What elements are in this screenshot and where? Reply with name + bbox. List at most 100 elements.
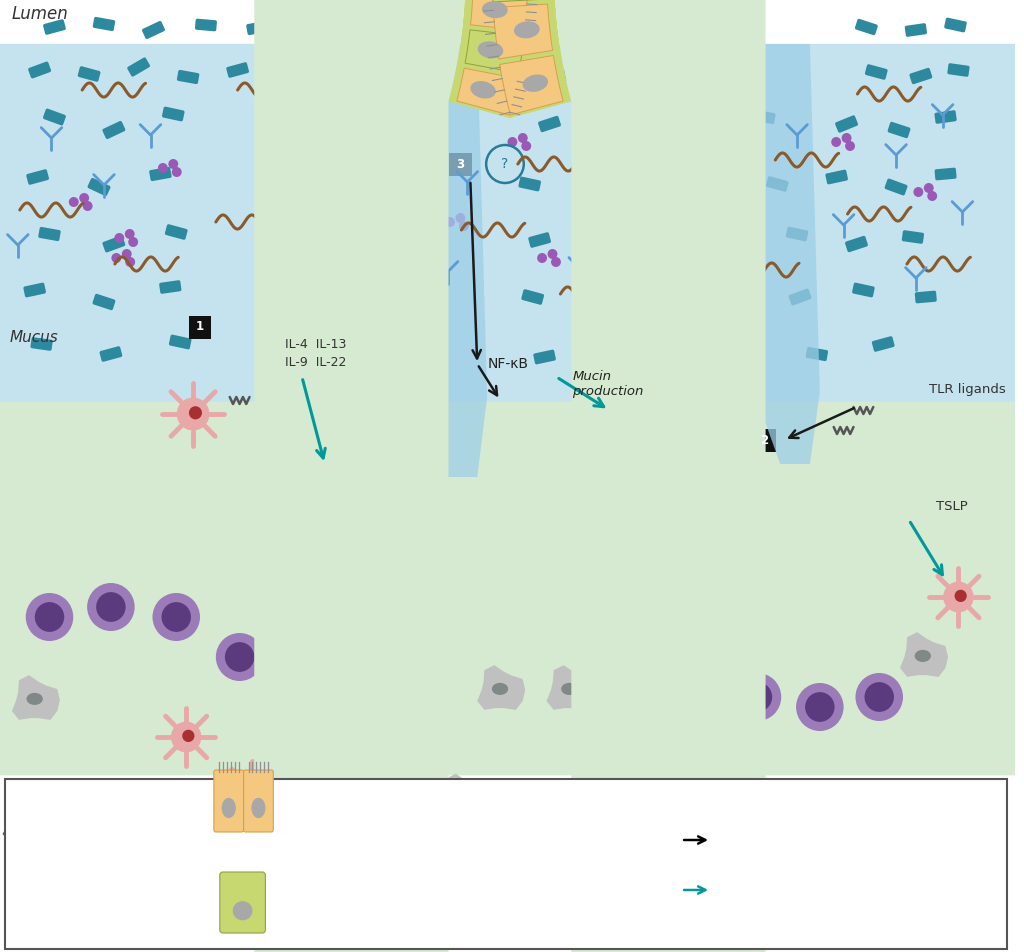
FancyBboxPatch shape xyxy=(127,57,151,77)
FancyBboxPatch shape xyxy=(43,19,66,35)
Circle shape xyxy=(518,133,527,143)
Ellipse shape xyxy=(274,610,291,622)
Ellipse shape xyxy=(482,1,508,18)
FancyBboxPatch shape xyxy=(865,64,888,80)
Circle shape xyxy=(449,888,472,912)
Text: NF-κB: NF-κB xyxy=(487,357,528,371)
FancyBboxPatch shape xyxy=(12,789,32,799)
Polygon shape xyxy=(900,632,948,677)
Ellipse shape xyxy=(454,788,467,798)
Text: IgA: IgA xyxy=(42,865,61,879)
Circle shape xyxy=(796,683,844,731)
Circle shape xyxy=(324,204,333,214)
Circle shape xyxy=(112,253,121,263)
FancyBboxPatch shape xyxy=(588,283,610,297)
FancyBboxPatch shape xyxy=(99,347,122,362)
FancyBboxPatch shape xyxy=(617,22,640,36)
Circle shape xyxy=(87,583,135,631)
FancyBboxPatch shape xyxy=(43,109,66,126)
Ellipse shape xyxy=(514,21,540,38)
FancyBboxPatch shape xyxy=(188,315,211,339)
FancyBboxPatch shape xyxy=(159,280,181,294)
FancyBboxPatch shape xyxy=(707,166,729,183)
FancyBboxPatch shape xyxy=(534,349,556,365)
Ellipse shape xyxy=(221,798,236,818)
FancyBboxPatch shape xyxy=(642,180,665,194)
Circle shape xyxy=(238,775,267,805)
Circle shape xyxy=(538,253,547,263)
FancyBboxPatch shape xyxy=(276,69,298,83)
Circle shape xyxy=(122,249,132,259)
Circle shape xyxy=(726,249,735,259)
Circle shape xyxy=(309,200,319,210)
FancyBboxPatch shape xyxy=(935,110,956,124)
FancyBboxPatch shape xyxy=(902,230,924,244)
Polygon shape xyxy=(493,0,547,2)
FancyBboxPatch shape xyxy=(785,227,808,242)
Circle shape xyxy=(633,287,643,297)
FancyBboxPatch shape xyxy=(835,115,858,132)
Circle shape xyxy=(69,197,79,207)
Text: 2: 2 xyxy=(761,433,768,446)
Circle shape xyxy=(647,291,657,301)
Polygon shape xyxy=(500,55,563,115)
Circle shape xyxy=(79,193,89,203)
Polygon shape xyxy=(259,592,307,637)
FancyBboxPatch shape xyxy=(296,24,318,41)
Polygon shape xyxy=(490,0,766,118)
FancyBboxPatch shape xyxy=(341,20,362,32)
FancyBboxPatch shape xyxy=(214,770,244,832)
FancyBboxPatch shape xyxy=(739,335,762,352)
Text: TLR ligands: TLR ligands xyxy=(929,384,1006,396)
Circle shape xyxy=(548,249,557,259)
Circle shape xyxy=(225,642,254,672)
Circle shape xyxy=(83,201,92,211)
FancyBboxPatch shape xyxy=(670,347,692,361)
Circle shape xyxy=(125,257,135,267)
FancyBboxPatch shape xyxy=(555,68,578,83)
FancyBboxPatch shape xyxy=(92,294,116,310)
Circle shape xyxy=(742,116,753,126)
Circle shape xyxy=(125,229,135,239)
Circle shape xyxy=(319,695,350,725)
FancyBboxPatch shape xyxy=(852,283,874,297)
FancyBboxPatch shape xyxy=(647,107,670,121)
FancyBboxPatch shape xyxy=(888,122,910,138)
FancyBboxPatch shape xyxy=(538,116,561,132)
FancyBboxPatch shape xyxy=(38,227,60,241)
Circle shape xyxy=(842,133,852,143)
Circle shape xyxy=(302,133,312,143)
FancyBboxPatch shape xyxy=(944,17,967,32)
FancyBboxPatch shape xyxy=(905,23,927,37)
FancyBboxPatch shape xyxy=(28,62,51,78)
Circle shape xyxy=(26,593,74,641)
Polygon shape xyxy=(12,675,59,720)
Polygon shape xyxy=(471,0,527,30)
Ellipse shape xyxy=(492,683,508,695)
Text: TSLP: TSLP xyxy=(936,501,968,513)
Circle shape xyxy=(508,137,517,147)
Text: Goblet cell: Goblet cell xyxy=(280,894,346,906)
Ellipse shape xyxy=(477,41,503,59)
Circle shape xyxy=(805,692,835,722)
Ellipse shape xyxy=(914,650,931,662)
FancyBboxPatch shape xyxy=(528,232,551,248)
Circle shape xyxy=(954,589,967,602)
Circle shape xyxy=(249,783,261,795)
FancyBboxPatch shape xyxy=(162,107,184,122)
FancyBboxPatch shape xyxy=(654,229,677,244)
FancyBboxPatch shape xyxy=(24,283,46,297)
Circle shape xyxy=(177,398,210,430)
FancyBboxPatch shape xyxy=(321,60,343,78)
Text: Macrophage: Macrophage xyxy=(487,787,564,801)
Circle shape xyxy=(182,730,195,742)
FancyBboxPatch shape xyxy=(87,178,111,196)
FancyBboxPatch shape xyxy=(753,428,776,451)
FancyBboxPatch shape xyxy=(78,67,100,82)
Circle shape xyxy=(128,237,138,247)
Circle shape xyxy=(216,633,263,681)
Circle shape xyxy=(864,683,894,712)
Circle shape xyxy=(683,692,713,722)
Text: Mucus: Mucus xyxy=(10,329,58,345)
Ellipse shape xyxy=(232,902,253,921)
